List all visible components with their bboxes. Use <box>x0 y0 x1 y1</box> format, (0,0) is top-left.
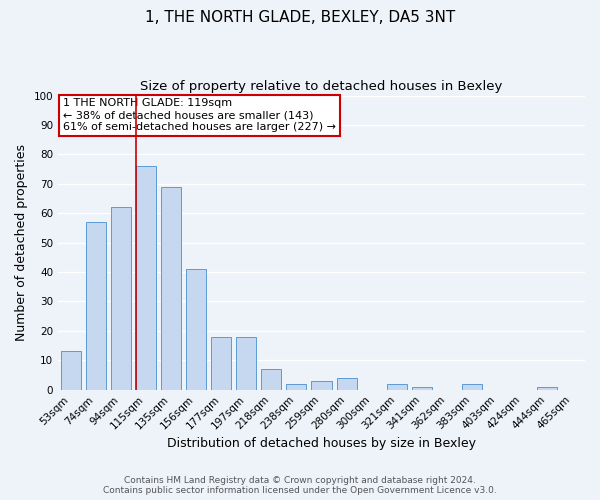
Bar <box>236 337 256 390</box>
Bar <box>61 352 80 390</box>
Bar <box>462 384 482 390</box>
Bar <box>136 166 156 390</box>
Bar <box>337 378 356 390</box>
Bar <box>261 369 281 390</box>
Bar <box>412 387 432 390</box>
Bar <box>86 222 106 390</box>
Bar <box>387 384 407 390</box>
Text: 1, THE NORTH GLADE, BEXLEY, DA5 3NT: 1, THE NORTH GLADE, BEXLEY, DA5 3NT <box>145 10 455 25</box>
Bar <box>186 269 206 390</box>
Bar <box>111 208 131 390</box>
Text: Contains HM Land Registry data © Crown copyright and database right 2024.
Contai: Contains HM Land Registry data © Crown c… <box>103 476 497 495</box>
X-axis label: Distribution of detached houses by size in Bexley: Distribution of detached houses by size … <box>167 437 476 450</box>
Bar <box>161 186 181 390</box>
Bar <box>538 387 557 390</box>
Text: 1 THE NORTH GLADE: 119sqm
← 38% of detached houses are smaller (143)
61% of semi: 1 THE NORTH GLADE: 119sqm ← 38% of detac… <box>64 98 337 132</box>
Title: Size of property relative to detached houses in Bexley: Size of property relative to detached ho… <box>140 80 503 93</box>
Bar <box>211 337 231 390</box>
Y-axis label: Number of detached properties: Number of detached properties <box>15 144 28 341</box>
Bar <box>311 381 332 390</box>
Bar <box>286 384 307 390</box>
